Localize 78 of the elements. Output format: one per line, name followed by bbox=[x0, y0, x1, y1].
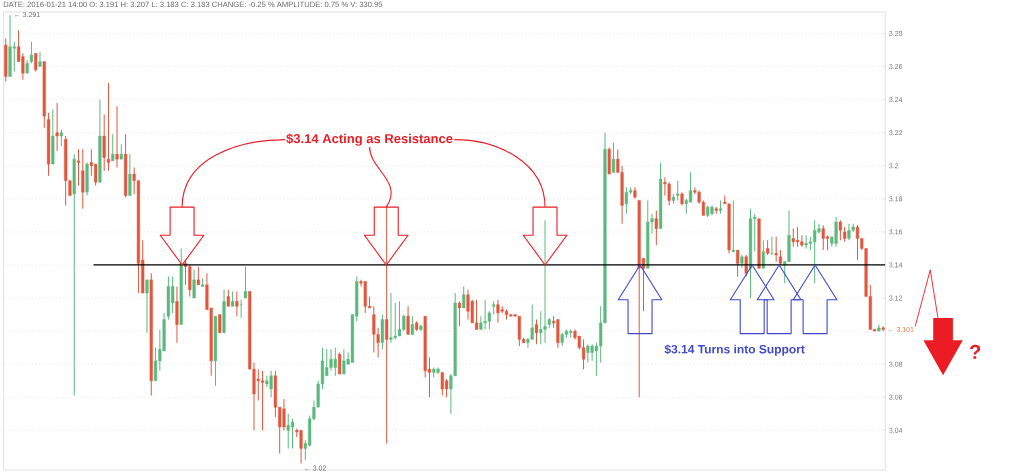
candlestick bbox=[877, 324, 881, 332]
candlestick bbox=[457, 300, 462, 327]
candlestick bbox=[72, 153, 76, 397]
candlestick bbox=[646, 199, 650, 269]
candlestick bbox=[560, 332, 564, 347]
candlestick bbox=[881, 325, 885, 332]
candlestick bbox=[474, 299, 479, 330]
annotation: $3.14 Turns into Support bbox=[664, 344, 805, 356]
candlestick bbox=[333, 347, 337, 377]
candlestick bbox=[671, 193, 676, 205]
candlestick bbox=[736, 249, 740, 278]
candlestick bbox=[372, 305, 376, 354]
candlestick bbox=[611, 142, 616, 173]
candlestick bbox=[59, 128, 63, 147]
candlestick bbox=[761, 239, 765, 269]
candlestick bbox=[4, 37, 8, 82]
candlestick bbox=[688, 171, 693, 203]
candlestick bbox=[748, 208, 753, 299]
candlestick bbox=[55, 102, 59, 152]
candlestick bbox=[42, 61, 46, 129]
candlestick bbox=[290, 418, 295, 449]
candlestick bbox=[581, 338, 586, 370]
candlestick bbox=[800, 234, 804, 248]
candlestick bbox=[111, 133, 115, 162]
candlestick bbox=[338, 352, 342, 375]
candlestick bbox=[766, 239, 770, 256]
candlestick bbox=[654, 209, 658, 246]
candlestick bbox=[124, 133, 128, 198]
candlestick bbox=[706, 204, 710, 218]
text: ? bbox=[969, 344, 981, 359]
candlestick bbox=[855, 224, 860, 261]
candlestick bbox=[64, 135, 68, 206]
candlestick bbox=[663, 176, 667, 197]
candlestick bbox=[504, 309, 509, 321]
candlestick bbox=[410, 315, 414, 335]
candlestick bbox=[659, 161, 663, 230]
candlestick bbox=[718, 199, 723, 215]
candlestick bbox=[380, 314, 384, 350]
candlestick bbox=[51, 109, 55, 165]
candlestick bbox=[436, 366, 440, 375]
candlestick bbox=[419, 324, 423, 332]
candlestick bbox=[46, 112, 51, 177]
candlestick bbox=[260, 370, 265, 431]
candlestick bbox=[397, 300, 402, 337]
candlestick bbox=[667, 181, 671, 206]
candlestick bbox=[415, 320, 419, 332]
candlestick bbox=[201, 277, 205, 287]
candlestick bbox=[731, 199, 735, 253]
candlestick bbox=[757, 218, 761, 269]
candlestick bbox=[179, 247, 183, 325]
candlestick bbox=[843, 226, 847, 243]
candlestick bbox=[586, 343, 590, 364]
candlestick bbox=[462, 285, 466, 309]
candlestick bbox=[243, 266, 247, 299]
candlestick bbox=[534, 319, 539, 345]
candlestick bbox=[218, 314, 222, 334]
candlestick bbox=[838, 219, 842, 241]
candlestick bbox=[423, 315, 427, 378]
candlestick bbox=[213, 315, 218, 387]
candlestick bbox=[196, 266, 200, 286]
candlestick bbox=[676, 180, 680, 201]
candlestick bbox=[119, 143, 123, 160]
candlestick bbox=[607, 147, 611, 175]
candlestick bbox=[239, 299, 243, 319]
candlestick bbox=[804, 234, 808, 249]
candlestick bbox=[34, 52, 38, 73]
candlestick bbox=[102, 114, 106, 172]
candlestick bbox=[231, 290, 235, 307]
candlestick bbox=[714, 206, 718, 215]
candlestick bbox=[149, 272, 153, 397]
candlestick bbox=[543, 219, 547, 344]
candlestick bbox=[389, 292, 393, 344]
candlestick bbox=[106, 82, 111, 172]
annotation: $3.14 Acting as Resistance bbox=[286, 133, 453, 146]
candlestick bbox=[492, 300, 496, 316]
candlestick bbox=[226, 289, 230, 307]
candlestick bbox=[774, 236, 778, 263]
candlestick bbox=[432, 366, 436, 378]
